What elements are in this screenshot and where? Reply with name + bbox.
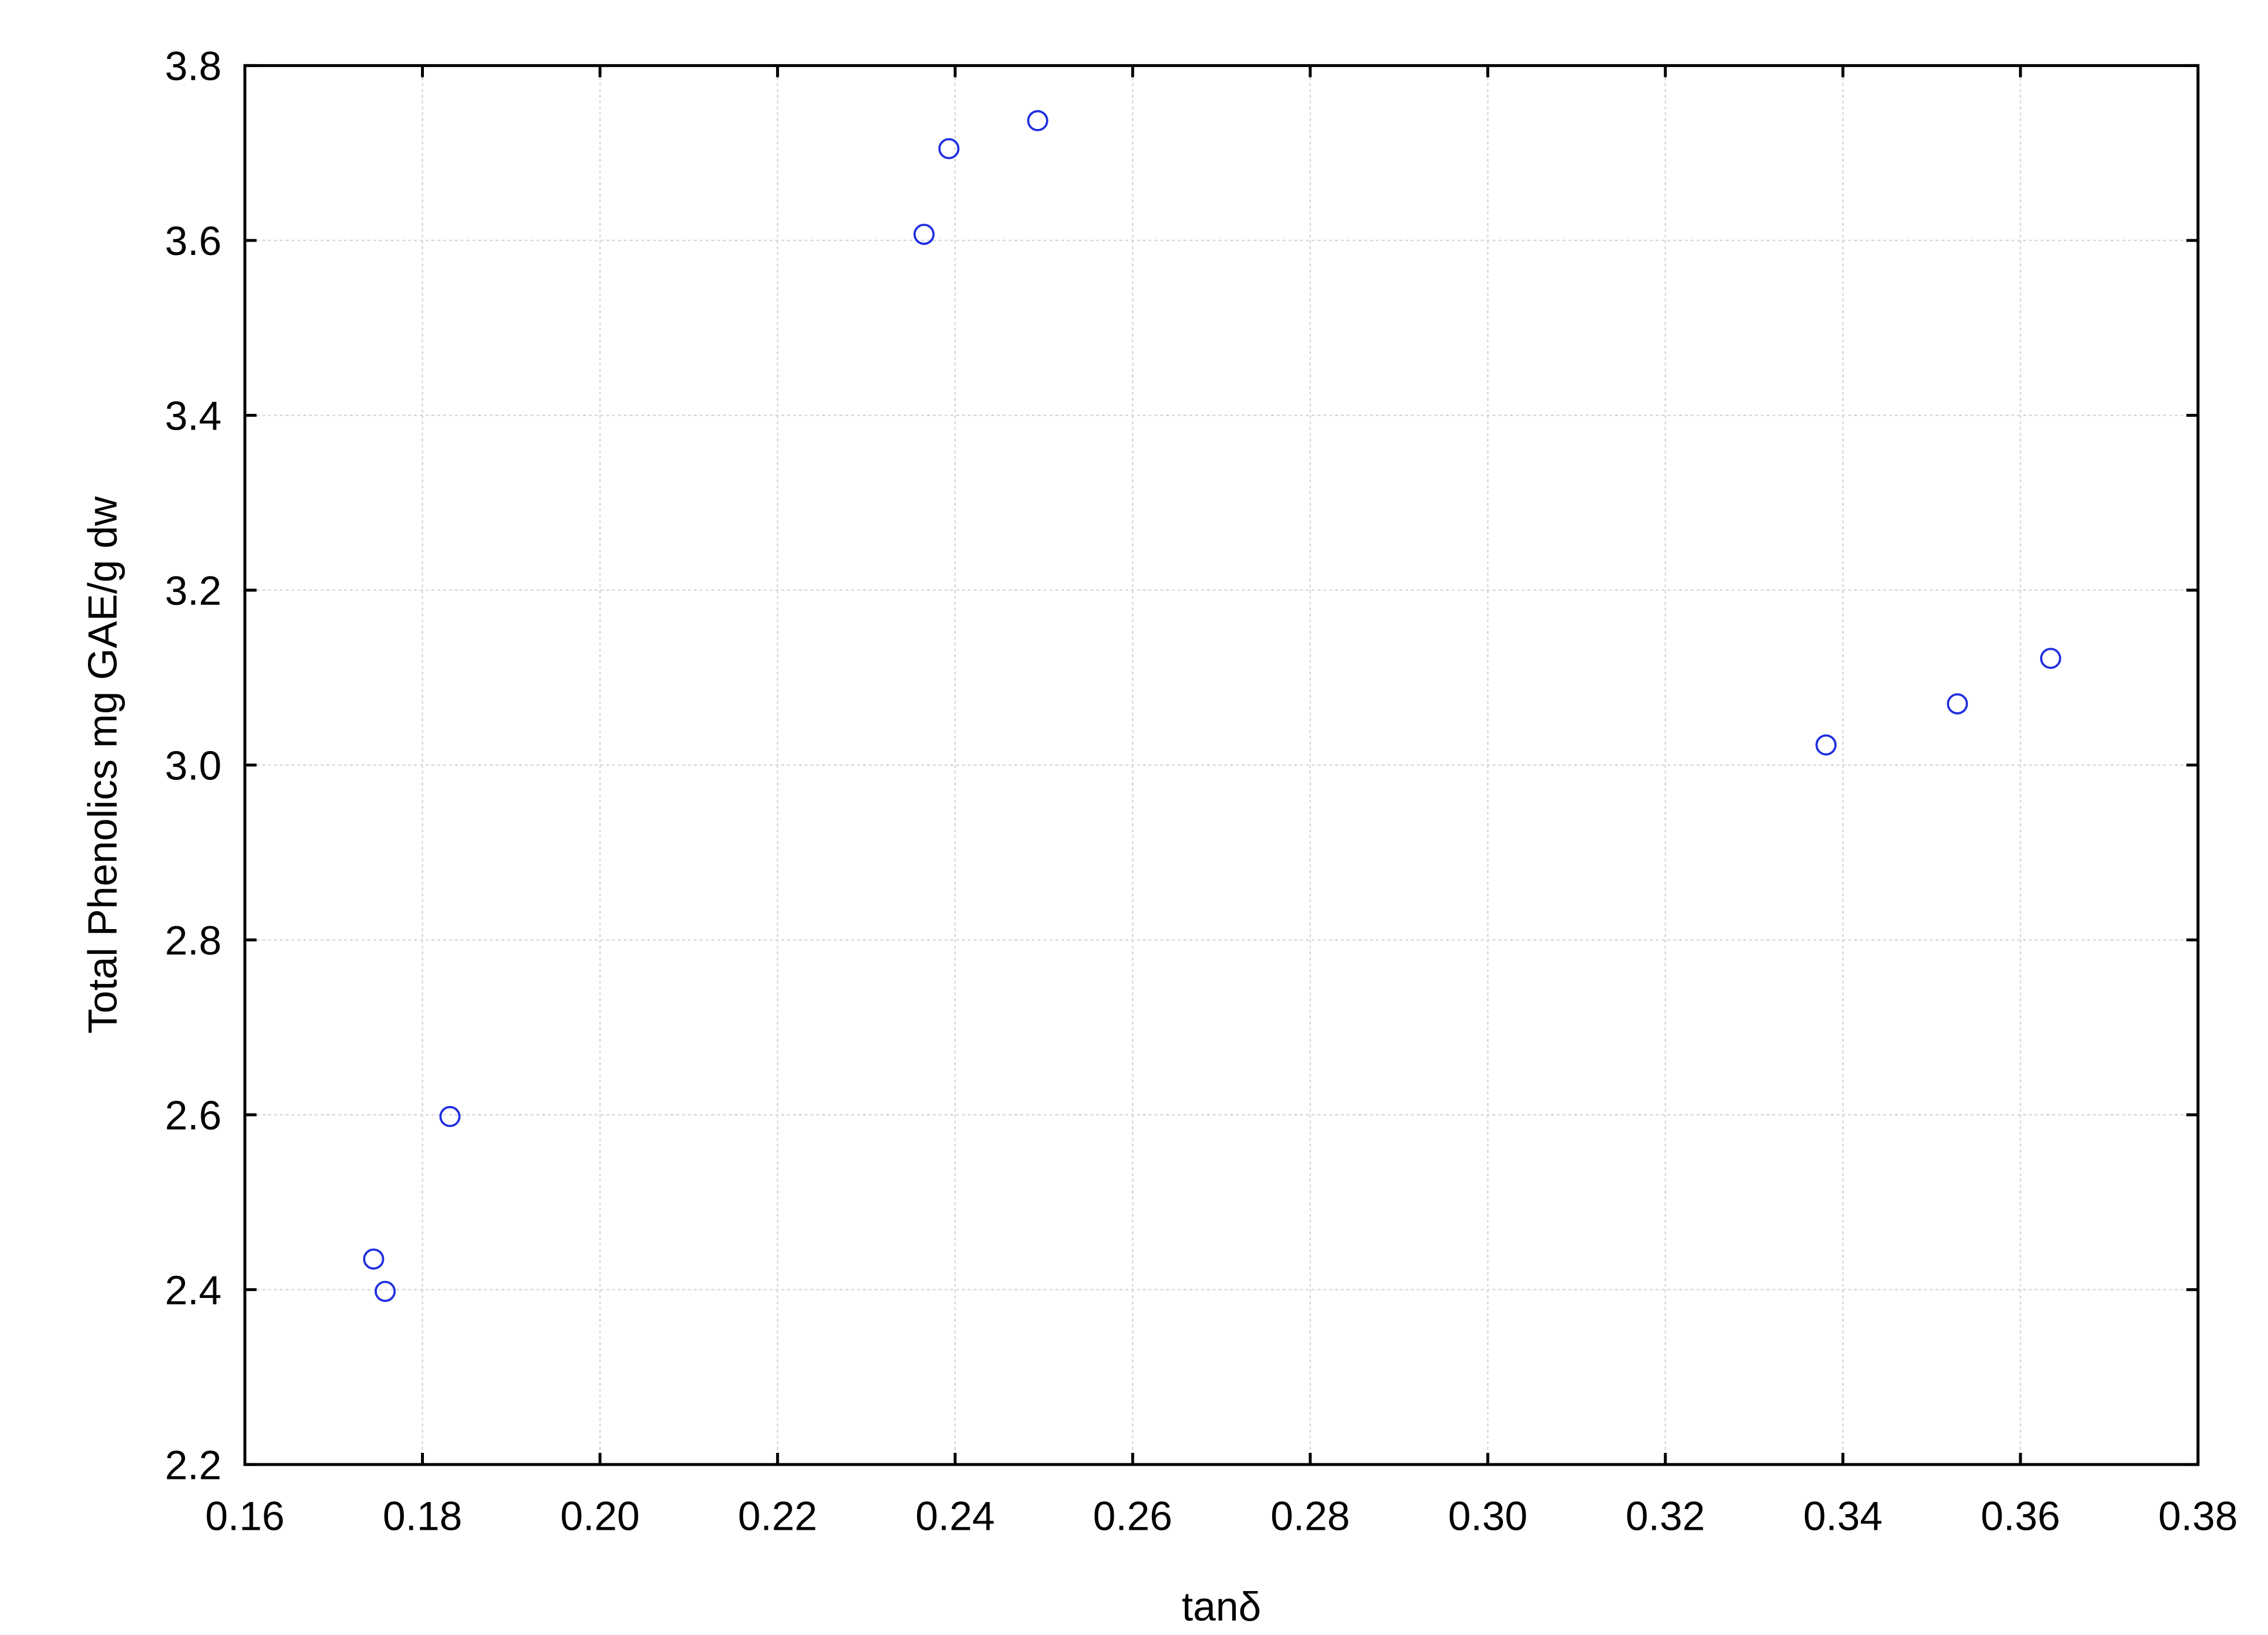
- plot-frame: [243, 64, 2200, 1466]
- y-tick-label: 2.8: [165, 918, 221, 963]
- y-tick-label: 2.4: [165, 1267, 221, 1313]
- point: [913, 224, 935, 245]
- x-tick-label: 0.20: [560, 1493, 640, 1539]
- y-tick-label: 3.4: [165, 393, 221, 439]
- x-tick-label: 0.16: [205, 1493, 285, 1539]
- point: [363, 1248, 385, 1270]
- x-tick-label: 0.38: [2158, 1493, 2237, 1539]
- point: [439, 1105, 461, 1127]
- point: [1027, 110, 1048, 131]
- x-tick-label: 0.32: [1626, 1493, 1705, 1539]
- y-tick-label: 3.2: [165, 568, 221, 613]
- x-tick-label: 0.34: [1803, 1493, 1882, 1539]
- y-tick-label: 2.2: [165, 1442, 221, 1488]
- point: [938, 138, 960, 160]
- y-tick-label: 3.8: [165, 43, 221, 89]
- point: [1946, 693, 1968, 715]
- x-tick-label: 0.24: [915, 1493, 995, 1539]
- y-tick-label: 3.6: [165, 218, 221, 264]
- x-tick-label: 0.22: [738, 1493, 817, 1539]
- x-axis-label: tanδ: [1182, 1584, 1261, 1629]
- x-tick-label: 0.18: [383, 1493, 462, 1539]
- y-tick-label: 3.0: [165, 742, 221, 788]
- point: [374, 1281, 396, 1302]
- point: [2040, 648, 2062, 669]
- x-tick-label: 0.28: [1270, 1493, 1350, 1539]
- y-axis-label: Total Phenolics mg GAE/g dw: [80, 495, 125, 1034]
- point: [1815, 734, 1837, 756]
- x-tick-label: 0.26: [1093, 1493, 1172, 1539]
- y-tick-label: 2.6: [165, 1092, 221, 1138]
- x-tick-label: 0.36: [1981, 1493, 2060, 1539]
- x-tick-label: 0.30: [1448, 1493, 1527, 1539]
